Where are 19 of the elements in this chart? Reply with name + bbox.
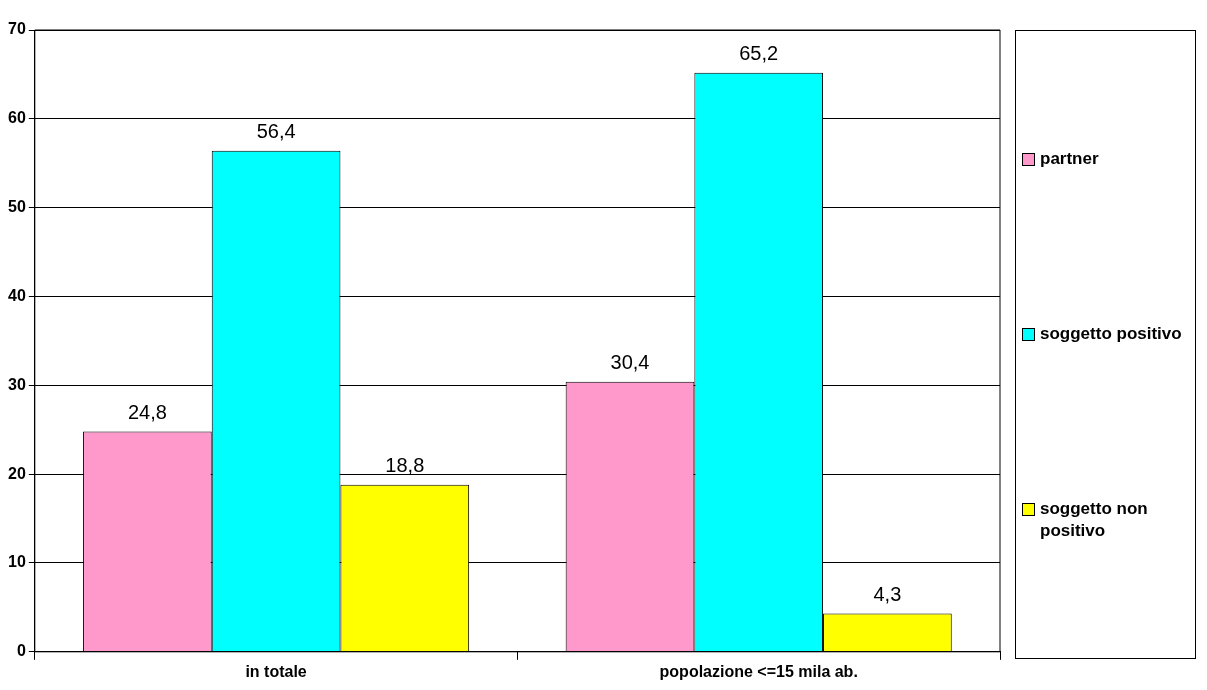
y-tick-label: 60 [8,109,26,127]
data-label: 30,4 [610,351,650,374]
y-tick-label: 40 [8,286,26,304]
data-label: 56,4 [256,120,296,143]
y-tick-label: 10 [8,553,26,571]
data-label: 24,8 [127,401,167,424]
data-label: 4,3 [873,583,902,606]
y-tick-label: 50 [8,198,26,216]
data-label: 18,8 [385,454,425,477]
x-tick-label: in totale [245,662,307,680]
y-tick-label: 20 [8,464,26,482]
legend-label: partner [1040,147,1100,170]
y-tick-label: 0 [16,642,26,660]
data-label: 65,2 [739,42,779,65]
y-tick-label: 30 [8,375,26,393]
legend-label: soggetto positivo [1040,322,1183,345]
legend-label: soggetto non positivo [1040,497,1149,542]
x-tick-label: popolazione <=15 mila ab. [659,662,858,680]
y-tick-label: 70 [8,20,26,38]
